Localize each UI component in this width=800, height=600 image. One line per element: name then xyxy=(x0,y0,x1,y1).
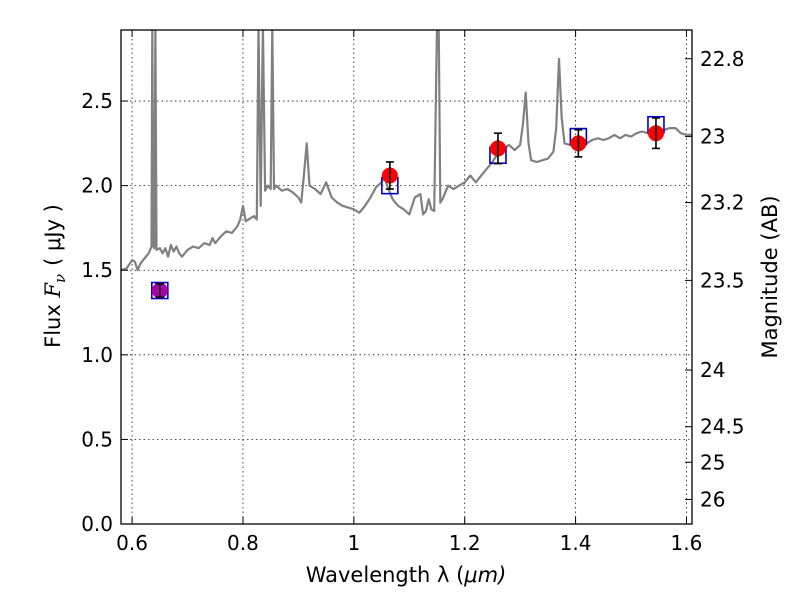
y2-tick-label: 24 xyxy=(700,358,725,382)
y-axis-title: Flux Fν( μJy ) xyxy=(41,204,69,348)
plot-frame xyxy=(120,29,693,525)
y2-tick-label: 25 xyxy=(700,450,725,474)
y2-tick-label: 23.5 xyxy=(700,268,745,292)
axis-ticks: 0.6 0.8 1 1.2 1.4 1.6 0.0 0.5 1.0 1.5 2.0 2.5 22.8 23… xyxy=(81,30,745,555)
y2-tick-label: 23.2 xyxy=(700,191,745,215)
y2-tick-label: 23 xyxy=(700,125,725,149)
y-tick-label: 1.5 xyxy=(81,258,113,282)
marker-layer xyxy=(151,115,665,300)
x-tick-label: 1.6 xyxy=(671,531,703,555)
y-tick-label: 0.5 xyxy=(81,427,113,451)
x-tick-label: 0.6 xyxy=(116,531,148,555)
x-tick-label: 1.2 xyxy=(449,531,481,555)
y-tick-label: 2.5 xyxy=(81,89,113,113)
y2-tick-label: 26 xyxy=(700,487,725,511)
grid-lines xyxy=(121,30,692,525)
y2-axis-title: Magnitude (AB) xyxy=(758,195,782,358)
x-tick-label: 1.4 xyxy=(560,531,592,555)
y2-tick-label: 22.8 xyxy=(700,47,745,71)
y-tick-label: 0.0 xyxy=(81,512,113,536)
spectrum-line xyxy=(121,30,692,272)
x-axis-title: Wavelength λ (μm) xyxy=(306,563,507,587)
x-tick-label: 0.8 xyxy=(227,531,259,555)
x-tick-label: 1 xyxy=(347,531,360,555)
y-tick-label: 2.0 xyxy=(81,174,113,198)
y-tick-label: 1.0 xyxy=(81,343,113,367)
spectrum-layer xyxy=(121,30,692,272)
y2-tick-label: 24.5 xyxy=(700,415,745,439)
